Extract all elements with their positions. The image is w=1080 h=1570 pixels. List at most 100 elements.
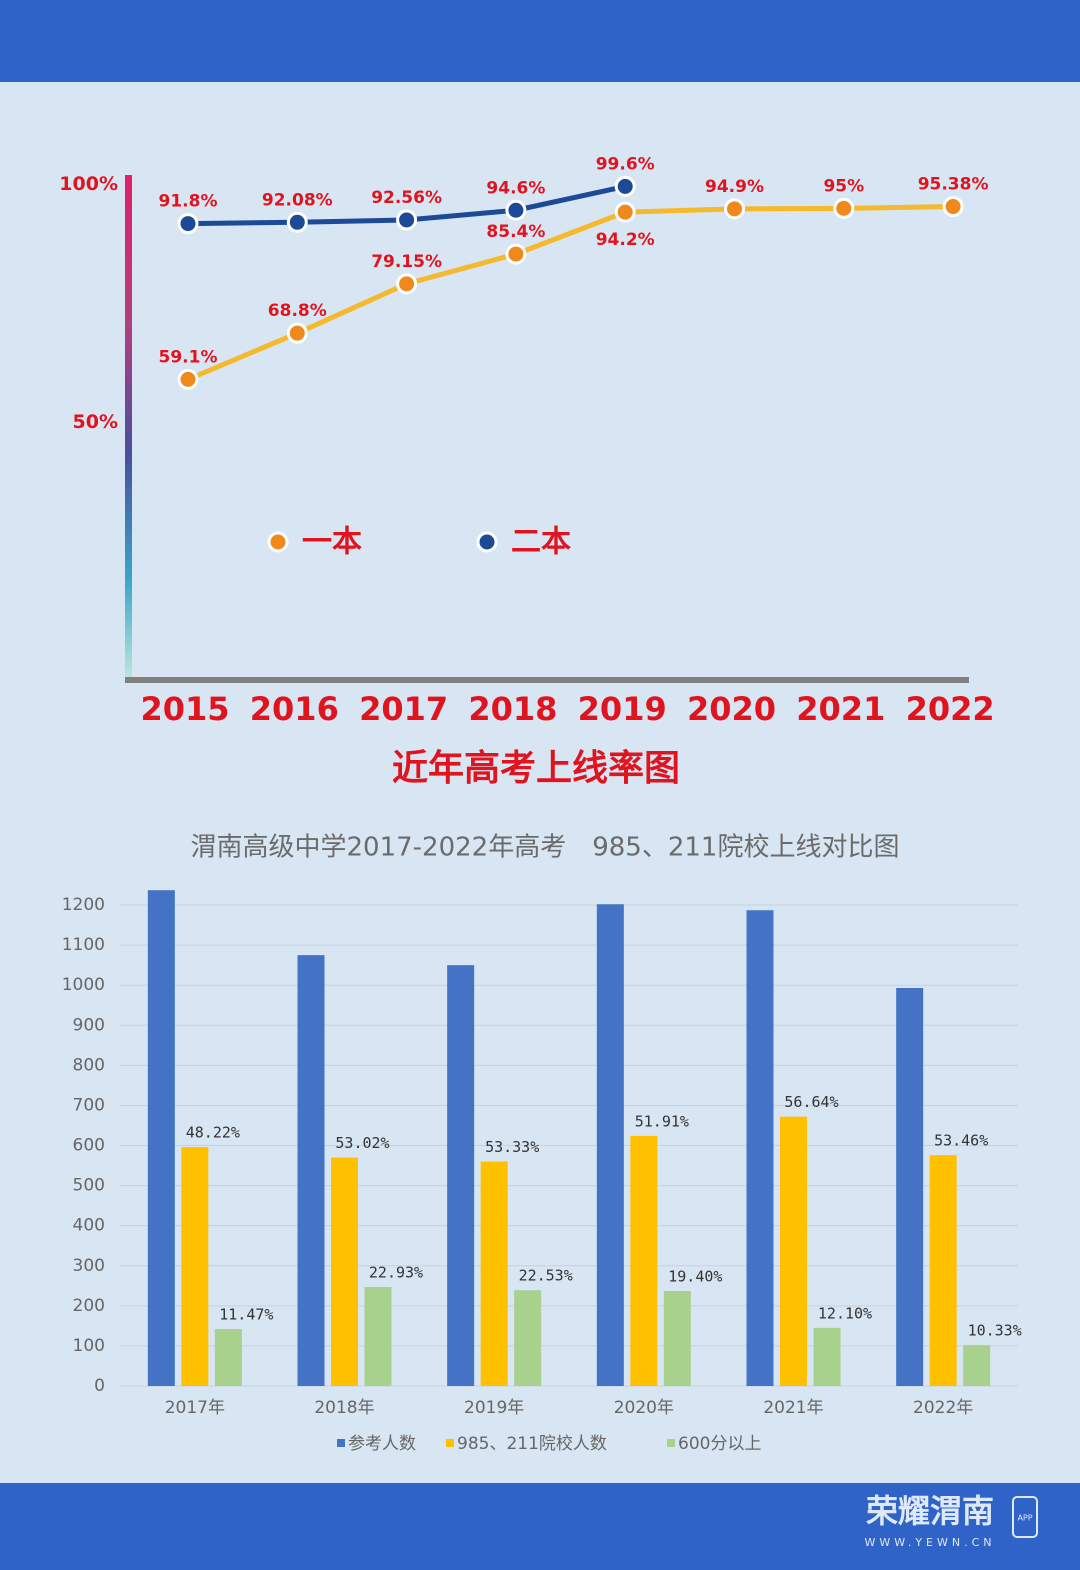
legend-marker bbox=[337, 1439, 345, 1447]
point bbox=[286, 211, 308, 233]
data-label: 91.8% bbox=[159, 192, 218, 212]
y-tick-label: 1100 bbox=[62, 935, 105, 955]
bar-annotation: 11.47% bbox=[219, 1306, 273, 1324]
bar-annotation: 53.02% bbox=[335, 1134, 389, 1152]
y-tick-label: 1000 bbox=[62, 975, 105, 995]
bar bbox=[331, 1157, 358, 1386]
header-band bbox=[0, 0, 1080, 82]
bar bbox=[746, 910, 774, 1386]
bar bbox=[480, 1161, 508, 1386]
y-tick-label: 100 bbox=[73, 1336, 105, 1356]
data-label: 95.38% bbox=[918, 175, 989, 195]
x-tick-label: 2019年 bbox=[464, 1398, 524, 1418]
app-icon bbox=[1012, 1496, 1038, 1538]
point bbox=[177, 213, 199, 235]
bar bbox=[364, 1287, 392, 1386]
brand: 荣耀渭南 bbox=[866, 1492, 994, 1530]
bar-annotation: 53.46% bbox=[934, 1132, 988, 1150]
bar bbox=[630, 1135, 658, 1386]
point bbox=[724, 198, 745, 220]
point bbox=[396, 273, 418, 295]
data-label: 99.6% bbox=[596, 154, 655, 174]
y-axis bbox=[125, 175, 132, 680]
bar bbox=[514, 1290, 542, 1386]
y-tick-label: 700 bbox=[73, 1095, 105, 1115]
bar-annotation: 19.40% bbox=[668, 1268, 722, 1286]
bar bbox=[596, 904, 624, 1386]
y-tick-label: 1200 bbox=[62, 895, 105, 915]
legend-label: 600分以上 bbox=[678, 1434, 761, 1454]
bar bbox=[896, 988, 924, 1386]
y-tick-label: 400 bbox=[73, 1216, 105, 1236]
legend-marker bbox=[476, 531, 498, 553]
point bbox=[833, 197, 855, 219]
y-tick-label: 900 bbox=[73, 1015, 105, 1035]
chart-title: 近年高考上线率图 bbox=[392, 748, 680, 789]
point bbox=[614, 175, 636, 197]
x-tick-label: 2018 bbox=[468, 690, 557, 728]
bar bbox=[447, 965, 475, 1386]
data-label: 94.2% bbox=[596, 230, 655, 250]
data-label: 68.8% bbox=[268, 301, 327, 321]
bar-annotation: 22.93% bbox=[369, 1264, 423, 1282]
x-tick-label: 2019 bbox=[578, 690, 667, 728]
y-tick-label: 600 bbox=[73, 1136, 105, 1156]
x-tick-label: 2020 bbox=[687, 690, 776, 728]
legend-label: 985、211院校人数 bbox=[457, 1434, 607, 1454]
point bbox=[942, 196, 964, 218]
bar bbox=[297, 955, 325, 1386]
x-tick-label: 2021 bbox=[796, 690, 885, 728]
x-tick-label: 2022年 bbox=[913, 1398, 973, 1418]
x-tick-label: 2018年 bbox=[314, 1398, 374, 1418]
y-tick-label: 500 bbox=[73, 1176, 105, 1196]
data-label: 92.56% bbox=[371, 188, 442, 208]
data-label: 79.15% bbox=[371, 252, 442, 272]
x-tick-label: 2020年 bbox=[614, 1398, 674, 1418]
y-tick-label: 800 bbox=[73, 1055, 105, 1075]
point bbox=[396, 209, 418, 231]
bar-annotation: 56.64% bbox=[784, 1093, 838, 1111]
bar bbox=[780, 1116, 807, 1386]
bar-annotation: 53.33% bbox=[485, 1138, 539, 1156]
y-tick-label: 50% bbox=[73, 411, 118, 433]
point bbox=[177, 368, 199, 390]
bar bbox=[214, 1329, 242, 1386]
bar-annotation: 10.33% bbox=[968, 1322, 1022, 1340]
bar bbox=[813, 1327, 841, 1386]
data-label: 59.1% bbox=[159, 347, 218, 367]
legend-label: 二本 bbox=[511, 525, 571, 560]
legend-marker bbox=[667, 1439, 675, 1447]
app-label: APP bbox=[1017, 1514, 1032, 1523]
point bbox=[505, 199, 527, 221]
bar bbox=[663, 1291, 691, 1386]
bar bbox=[929, 1155, 957, 1386]
y-tick-label: 300 bbox=[73, 1256, 105, 1276]
x-axis bbox=[125, 677, 969, 683]
data-label: 94.6% bbox=[486, 178, 545, 198]
data-label: 85.4% bbox=[486, 222, 545, 242]
brand-url: WWW.YEWN.CN bbox=[864, 1536, 995, 1549]
point bbox=[614, 201, 636, 223]
x-tick-label: 2015 bbox=[140, 690, 229, 728]
legend-label: 一本 bbox=[302, 525, 362, 560]
point bbox=[505, 243, 527, 265]
legend-label: 参考人数 bbox=[348, 1434, 416, 1454]
x-tick-label: 2021年 bbox=[763, 1398, 823, 1418]
footer-band bbox=[0, 1483, 1080, 1570]
x-tick-label: 2016 bbox=[250, 690, 339, 728]
point bbox=[286, 322, 308, 344]
bar bbox=[963, 1345, 991, 1386]
legend-marker bbox=[267, 531, 289, 553]
bar-annotation: 51.91% bbox=[635, 1112, 689, 1130]
line bbox=[187, 204, 954, 382]
bar bbox=[181, 1147, 209, 1386]
legend-marker bbox=[446, 1439, 454, 1447]
y-tick-label: 200 bbox=[73, 1296, 105, 1316]
chart-title: 渭南高级中学2017-2022年高考 985、211院校上线对比图 bbox=[191, 833, 900, 863]
bar bbox=[147, 890, 175, 1386]
y-tick-label: 0 bbox=[94, 1376, 105, 1396]
x-tick-label: 2017年 bbox=[165, 1398, 225, 1418]
bar-annotation: 48.22% bbox=[186, 1124, 240, 1142]
data-label: 92.08% bbox=[262, 190, 333, 210]
